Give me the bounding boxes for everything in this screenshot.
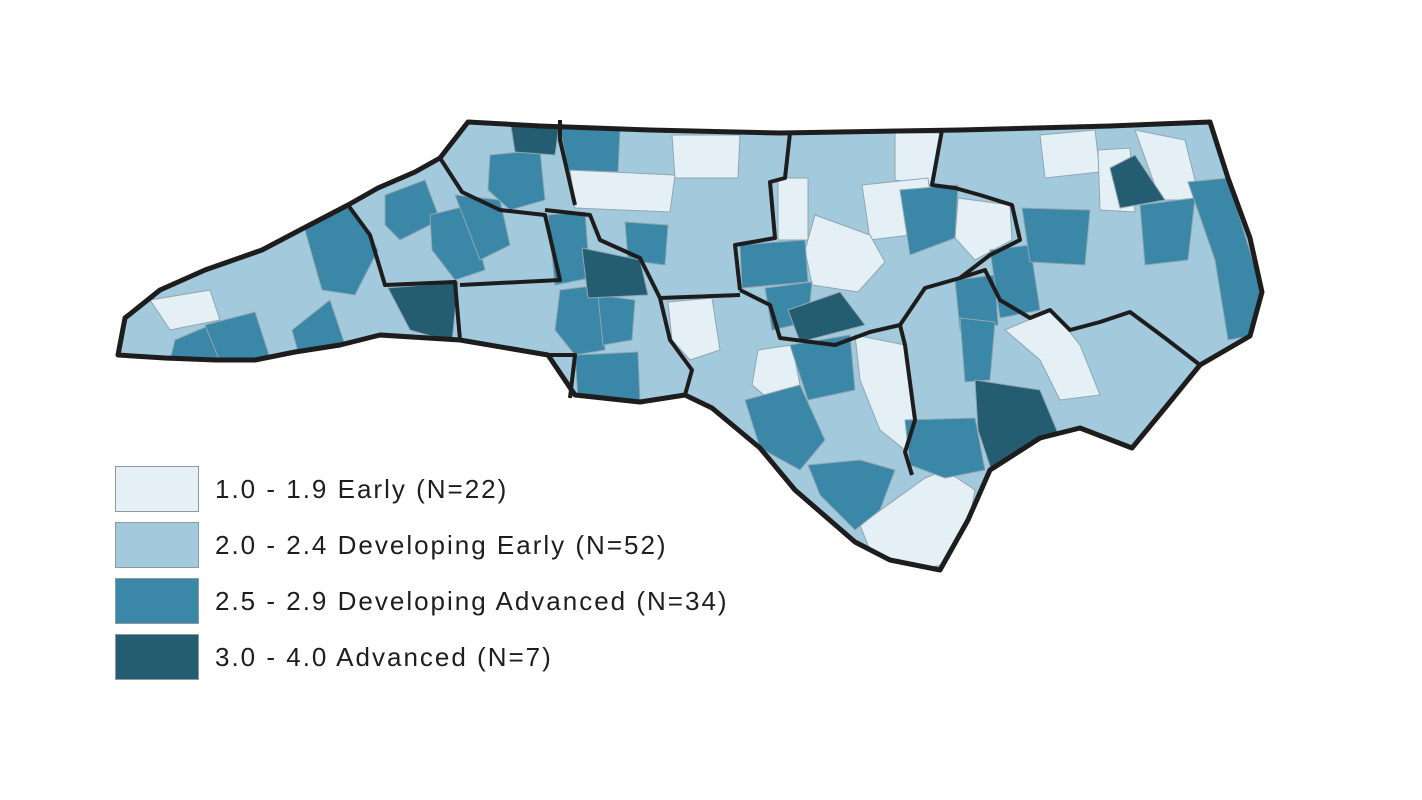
legend-swatch <box>115 466 199 512</box>
region-border <box>733 132 792 291</box>
county <box>597 294 636 346</box>
region-border <box>658 297 694 396</box>
region-border <box>898 324 917 476</box>
county <box>959 317 996 383</box>
legend-label: 1.0 - 1.9 Early (N=22) <box>215 474 509 504</box>
county <box>904 417 986 479</box>
state-border <box>115 119 1265 573</box>
legend-label: 3.0 - 4.0 Advanced (N=7) <box>215 642 553 672</box>
legend-swatch <box>115 578 199 624</box>
legend-label: 2.5 - 2.9 Developing Advanced (N=34) <box>215 586 729 616</box>
county <box>739 239 809 289</box>
county <box>1139 197 1196 266</box>
county <box>559 127 621 173</box>
county <box>581 247 649 299</box>
region-border <box>558 120 577 206</box>
legend-label: 2.0 - 2.4 Developing Early (N=52) <box>215 530 668 560</box>
county <box>744 384 826 471</box>
legend-swatch <box>115 522 199 568</box>
region-border <box>438 156 562 287</box>
county <box>807 459 896 531</box>
region-border <box>548 353 577 399</box>
region-border <box>346 203 462 341</box>
county <box>1039 129 1101 179</box>
county <box>777 177 809 241</box>
county <box>667 297 721 361</box>
county <box>954 274 999 331</box>
region-border <box>544 208 741 300</box>
county <box>454 194 511 261</box>
county <box>384 179 441 241</box>
county <box>149 289 221 331</box>
county <box>1021 207 1091 266</box>
county <box>569 169 676 213</box>
legend-swatch <box>115 634 199 680</box>
county <box>671 134 741 179</box>
county <box>1109 154 1166 209</box>
county <box>787 291 866 343</box>
region-border <box>959 268 1202 367</box>
county <box>789 334 856 401</box>
